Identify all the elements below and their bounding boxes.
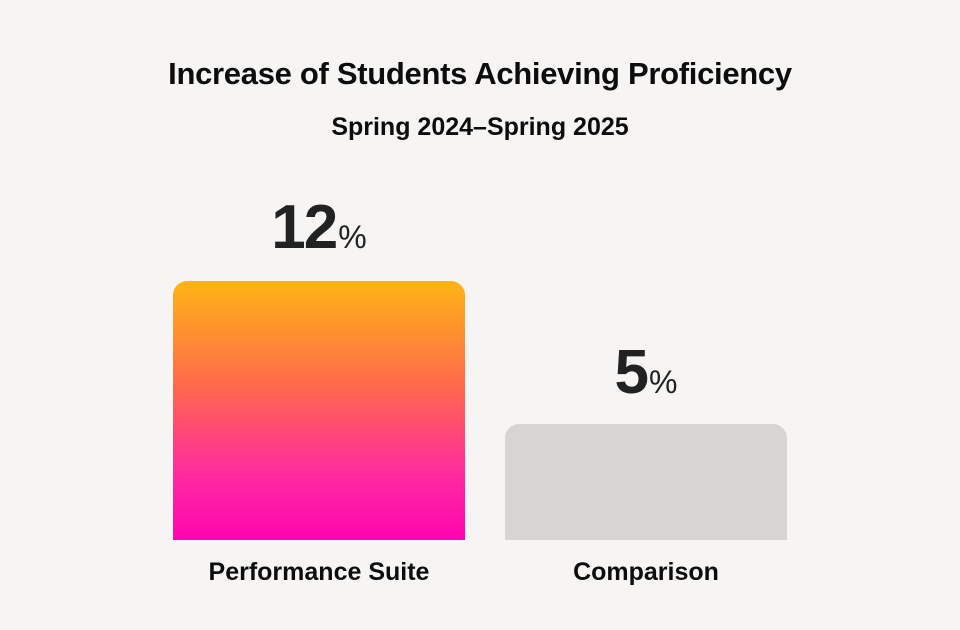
chart-subtitle: Spring 2024–Spring 2025 [331, 113, 629, 141]
value-number: 5 [614, 338, 650, 407]
value-label-comparison: 5% [505, 337, 787, 408]
bar-performance-suite [173, 281, 465, 540]
percent-sign: % [649, 364, 678, 400]
percent-sign: % [338, 219, 367, 255]
value-number: 12 [271, 193, 338, 262]
category-label-comparison: Comparison [573, 558, 719, 586]
category-label-performance-suite: Performance Suite [208, 558, 430, 586]
chart-title: Increase of Students Achieving Proficien… [168, 56, 792, 91]
bar-comparison [505, 424, 787, 540]
value-label-performance-suite: 12% [173, 192, 465, 263]
